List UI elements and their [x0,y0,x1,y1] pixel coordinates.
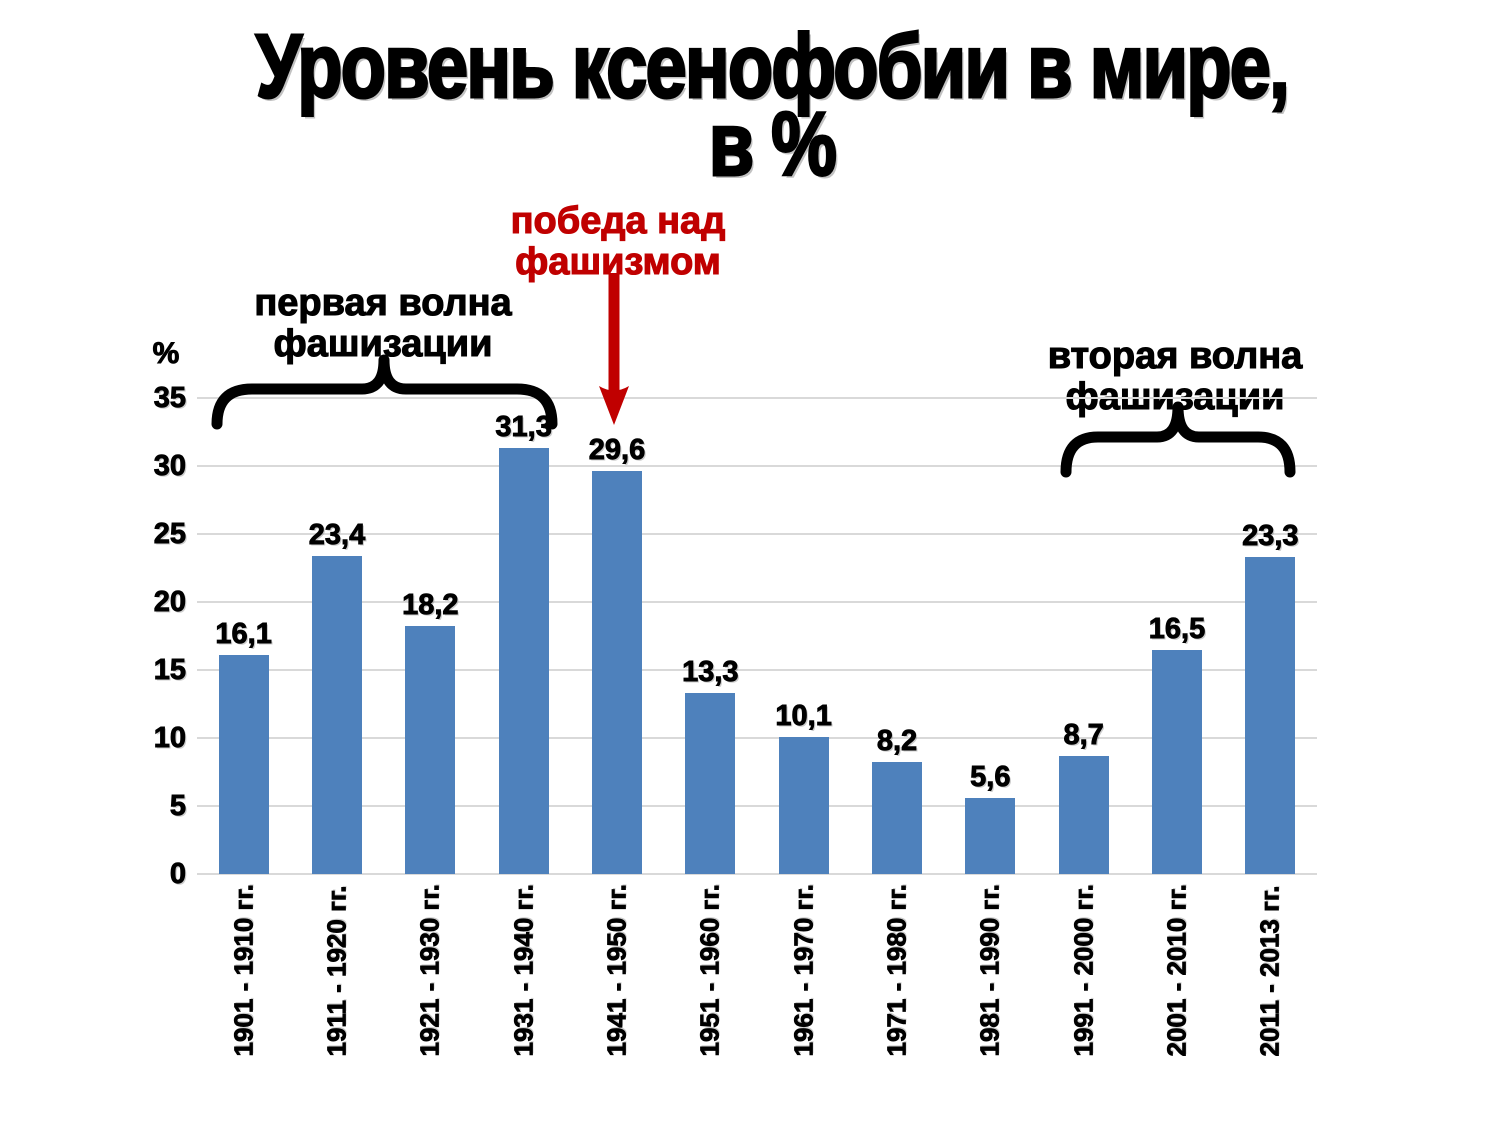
x-axis-label: 2001 - 2010 гг. [1161,884,1192,1057]
y-tick-label: 25 [153,518,186,551]
x-axis-label: 1971 - 1980 гг. [881,884,912,1057]
x-axis-label: 1941 - 1950 гг. [601,884,632,1057]
bar [592,471,642,874]
bar [498,448,549,874]
bar-value-label: 16,5 [1148,612,1206,645]
bar [1245,557,1296,874]
x-axis-label: 1951 - 1960 гг. [694,884,725,1057]
gridline [197,533,1317,535]
x-axis-label: 1901 - 1910 гг. [228,884,259,1057]
bar-value-label: 29,6 [588,434,646,467]
bar-value-label: 23,4 [308,518,366,551]
bar [312,555,362,874]
chart-title-line2: в % [707,95,838,195]
bar-value-label: 5,6 [970,760,1011,793]
y-axis-unit-label: % [152,337,180,371]
bar [1058,755,1109,874]
annotation-second-wave-line1: вторая волна [1047,335,1303,377]
victory-arrow-head [599,386,629,425]
gridline [197,397,1317,399]
bar-value-label: 8,7 [1063,718,1104,751]
victory-arrow [599,273,629,425]
gridline [197,601,1317,603]
bar [1152,649,1202,874]
chart-title: Уровень ксенофобии в мире, в % [22,17,1500,195]
y-tick-label: 10 [153,722,186,755]
bar [685,693,736,874]
bar-value-label: 10,1 [775,699,832,732]
bar-value-label: 16,1 [215,618,272,651]
annotation-victory-over-fascism: победа над фашизмом [418,200,818,283]
x-axis-label: 1981 - 1990 гг. [974,884,1005,1057]
bar [218,655,269,874]
x-axis-label: 1921 - 1930 гг. [414,884,445,1057]
annotation-victory-line1: победа над [510,200,726,242]
bar [872,762,922,874]
bar-value-label: 23,3 [1242,520,1299,553]
gridline [197,465,1317,467]
y-tick-label: 30 [153,450,186,483]
bar [778,736,829,874]
gridline [197,669,1317,671]
annotation-first-wave: первая волна фашизации [163,282,603,365]
gridline [197,805,1317,807]
gridline [197,737,1317,739]
y-tick-label: 20 [153,586,186,619]
annotation-first-wave-line2: фашизации [273,323,493,365]
annotation-second-wave: вторая волна фашизации [955,335,1395,418]
bar [405,626,456,874]
x-axis-label: 1961 - 1970 гг. [788,884,819,1057]
y-tick-label: 5 [169,790,186,823]
x-axis-label: 1931 - 1940 гг. [508,884,539,1057]
x-axis-label: 1991 - 2000 гг. [1068,884,1099,1057]
bar-value-label: 18,2 [402,589,459,622]
y-tick-label: 0 [169,858,186,891]
bar-value-label: 13,3 [682,656,739,689]
chart-title-line1: Уровень ксенофобии в мире, [255,17,1291,117]
bar-value-label: 8,2 [876,725,918,758]
annotation-first-wave-line1: первая волна [254,282,512,324]
y-tick-label: 35 [153,382,186,415]
bar [965,797,1016,874]
x-axis-line [197,873,1317,875]
x-axis-label: 1911 - 1920 гг. [321,885,352,1057]
annotation-victory-line2: фашизмом [515,241,722,283]
x-axis-label: 2011 - 2013 гг. [1254,885,1285,1057]
y-tick-label: 15 [153,654,186,687]
